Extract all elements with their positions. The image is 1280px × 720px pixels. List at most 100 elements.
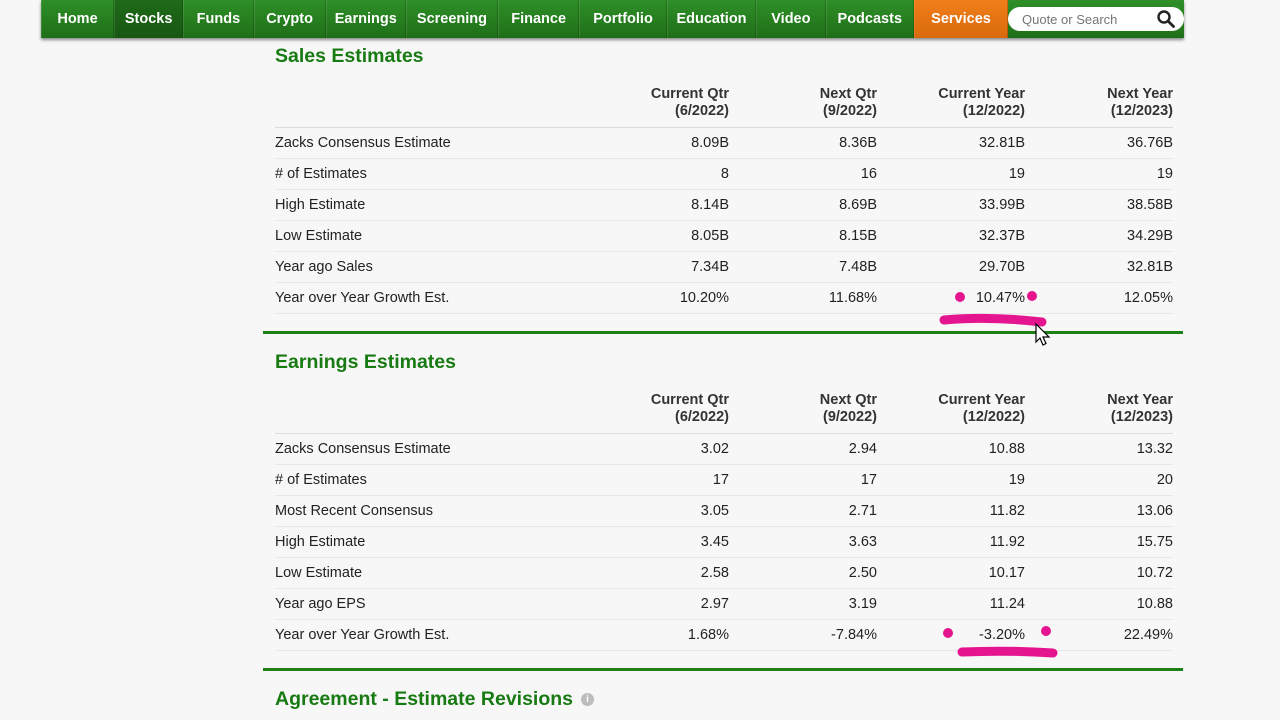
cell-value: 7.48B — [729, 251, 877, 283]
cell-value: 10.20% — [583, 282, 729, 314]
cell-value: 8.05B — [583, 220, 729, 252]
cell-value: 38.58B — [1025, 189, 1173, 221]
agreement-revisions-title: Agreement - Estimate Revisions i — [275, 688, 595, 711]
row-label: Zacks Consensus Estimate — [275, 127, 583, 159]
earnings-estimates-table: Current Qtr (6/2022) Next Qtr (9/2022) Cur… — [275, 392, 1173, 651]
cell-value: 10.88 — [1025, 588, 1173, 620]
sales-estimates-title: Sales Estimates — [275, 45, 424, 67]
nav-crypto[interactable]: Crypto — [253, 0, 326, 38]
cell-value: 16 — [729, 158, 877, 190]
cell-value: 10.88 — [877, 433, 1025, 465]
cell-value: 13.32 — [1025, 433, 1173, 465]
cell-value: 3.02 — [583, 433, 729, 465]
header-blank — [275, 86, 583, 128]
nav-home[interactable]: Home — [41, 0, 114, 38]
cell-value: 34.29B — [1025, 220, 1173, 252]
cell-value: 3.63 — [729, 526, 877, 558]
search-input[interactable] — [1020, 10, 1156, 28]
table-row: Year ago Sales 7.34B 7.48B 29.70B 32.81B — [275, 251, 1173, 283]
cell-value: 11.24 — [877, 588, 1025, 620]
search-icon[interactable] — [1156, 9, 1176, 29]
mouse-cursor-icon — [1035, 322, 1051, 346]
row-label: # of Estimates — [275, 158, 583, 190]
nav-education[interactable]: Education — [666, 0, 757, 38]
sales-estimates-table: Current Qtr (6/2022) Next Qtr (9/2022) Cur… — [275, 86, 1173, 314]
cell-value: 2.94 — [729, 433, 877, 465]
nav-funds[interactable]: Funds — [183, 0, 254, 38]
nav-stocks[interactable]: Stocks — [113, 0, 184, 38]
cell-value: 11.82 — [877, 495, 1025, 527]
row-label: High Estimate — [275, 526, 583, 558]
cell-value: 8.09B — [583, 127, 729, 159]
cell-value: 10.72 — [1025, 557, 1173, 589]
table-row: Zacks Consensus Estimate 8.09B 8.36B 32.… — [275, 127, 1173, 159]
table-row: High Estimate 8.14B 8.69B 33.99B 38.58B — [275, 189, 1173, 221]
search-container — [1008, 0, 1184, 38]
row-label: High Estimate — [275, 189, 583, 221]
cell-value: -7.84% — [729, 619, 877, 651]
cell-value: 20 — [1025, 464, 1173, 496]
cell-value: 7.34B — [583, 251, 729, 283]
cell-value: 22.49% — [1025, 619, 1173, 651]
cell-value: 11.92 — [877, 526, 1025, 558]
cell-value: 29.70B — [877, 251, 1025, 283]
header-current-year: Current Year (12/2022) — [877, 392, 1025, 434]
cell-value: 8.69B — [729, 189, 877, 221]
cell-value: 8.15B — [729, 220, 877, 252]
nav-finance[interactable]: Finance — [498, 0, 580, 38]
row-label: # of Estimates — [275, 464, 583, 496]
cell-value-highlighted: 10.47% — [877, 282, 1025, 314]
cell-value: 2.58 — [583, 557, 729, 589]
table-row: High Estimate 3.45 3.63 11.92 15.75 — [275, 526, 1173, 558]
cell-value: 8.36B — [729, 127, 877, 159]
header-current-year: Current Year (12/2022) — [877, 86, 1025, 128]
header-current-qtr: Current Qtr (6/2022) — [583, 392, 729, 434]
nav-podcasts[interactable]: Podcasts — [825, 0, 915, 38]
cell-value: 10.17 — [877, 557, 1025, 589]
table-row: # of Estimates 8 16 19 19 — [275, 158, 1173, 190]
header-next-qtr: Next Qtr (9/2022) — [729, 392, 877, 434]
row-label: Low Estimate — [275, 557, 583, 589]
cell-value: 32.81B — [1025, 251, 1173, 283]
cell-value: 2.71 — [729, 495, 877, 527]
header-blank — [275, 392, 583, 434]
cell-value: 12.05% — [1025, 282, 1173, 314]
cell-value: 15.75 — [1025, 526, 1173, 558]
cell-value: 2.97 — [583, 588, 729, 620]
search-box — [1008, 7, 1184, 31]
nav-portfolio[interactable]: Portfolio — [579, 0, 667, 38]
nav-video[interactable]: Video — [756, 0, 826, 38]
table-header-row: Current Qtr (6/2022) Next Qtr (9/2022) Cur… — [275, 392, 1173, 434]
cell-value: 3.05 — [583, 495, 729, 527]
table-row: Year over Year Growth Est. 10.20% 11.68%… — [275, 282, 1173, 314]
cell-value: 13.06 — [1025, 495, 1173, 527]
header-next-year: Next Year (12/2023) — [1025, 86, 1173, 128]
earnings-estimates-title: Earnings Estimates — [275, 351, 456, 373]
agreement-title-text: Agreement - Estimate Revisions — [275, 688, 574, 710]
cell-value: 8.14B — [583, 189, 729, 221]
annotation-underline — [957, 646, 1058, 658]
cell-value: 2.50 — [729, 557, 877, 589]
info-icon[interactable]: i — [581, 693, 595, 707]
row-label: Year over Year Growth Est. — [275, 282, 583, 314]
cell-value: 32.37B — [877, 220, 1025, 252]
nav-services[interactable]: Services — [914, 0, 1008, 38]
nav-screening[interactable]: Screening — [405, 0, 499, 38]
cell-value: 8 — [583, 158, 729, 190]
cell-value: 19 — [1025, 158, 1173, 190]
cell-value: 3.19 — [729, 588, 877, 620]
nav-earnings[interactable]: Earnings — [325, 0, 406, 38]
row-label: Zacks Consensus Estimate — [275, 433, 583, 465]
header-next-year: Next Year (12/2023) — [1025, 392, 1173, 434]
cell-value: 19 — [877, 158, 1025, 190]
table-row: Year ago EPS 2.97 3.19 11.24 10.88 — [275, 588, 1173, 620]
row-label: Most Recent Consensus — [275, 495, 583, 527]
cell-value: 36.76B — [1025, 127, 1173, 159]
row-label: Year ago Sales — [275, 251, 583, 283]
table-row: Low Estimate 2.58 2.50 10.17 10.72 — [275, 557, 1173, 589]
table-row: Most Recent Consensus 3.05 2.71 11.82 13… — [275, 495, 1173, 527]
cell-value: 17 — [583, 464, 729, 496]
cell-value: 17 — [729, 464, 877, 496]
cell-value: 33.99B — [877, 189, 1025, 221]
cell-value: 19 — [877, 464, 1025, 496]
